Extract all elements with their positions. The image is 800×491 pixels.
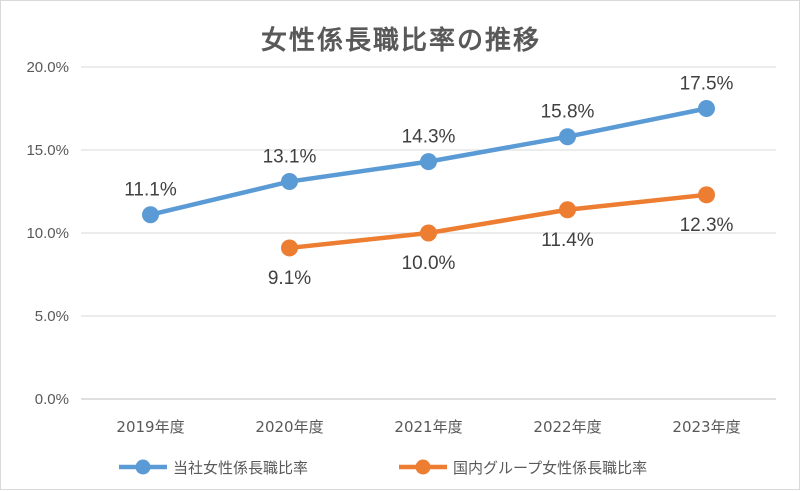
y-tick-label: 15.0% (26, 142, 69, 159)
x-tick-label: 2020年度 (255, 418, 323, 436)
legend-label: 国内グループ女性係長職比率 (453, 459, 647, 477)
series-2: 9.1% 10.0% 11.4% 12.3% (268, 186, 734, 289)
y-tick-label: 20.0% (26, 59, 69, 76)
data-label: 13.1% (263, 147, 317, 168)
data-point (281, 239, 298, 257)
data-label: 14.3% (402, 127, 456, 148)
data-label: 11.4% (541, 230, 594, 251)
data-point (281, 173, 298, 191)
data-point (559, 128, 576, 146)
data-label: 9.1% (268, 268, 311, 289)
data-label: 15.8% (541, 102, 595, 123)
series-line (287, 192, 709, 251)
x-axis-ticks: 2019年度 2020年度 2021年度 2022年度 2023年度 (116, 418, 740, 436)
x-tick-label: 2023年度 (672, 418, 740, 436)
y-tick-label: 0.0% (35, 391, 69, 408)
data-point (420, 224, 437, 242)
series-1: 11.1% 13.1% 14.3% 15.8% 17.5% (124, 74, 734, 224)
x-tick-label: 2021年度 (394, 418, 462, 436)
legend-marker (415, 459, 431, 475)
data-label: 17.5% (680, 74, 734, 95)
series-group: 11.1% 13.1% 14.3% 15.8% 17.5% 9.1% 10.0% 11.4% 1… (124, 74, 733, 289)
legend: 当社女性係長職比率 国内グループ女性係長職比率 (119, 459, 647, 477)
data-point (142, 206, 159, 224)
chart-title: 女性係長職比率の推移 (261, 25, 541, 56)
data-point (420, 153, 437, 171)
legend-label: 当社女性係長職比率 (173, 459, 308, 477)
legend-item-2: 国内グループ女性係長職比率 (399, 459, 647, 477)
data-point (698, 186, 715, 204)
y-axis-ticks: 0.0% 5.0% 10.0% 15.0% 20.0% (26, 59, 69, 408)
data-point (698, 100, 715, 117)
data-label: 10.0% (402, 253, 456, 274)
data-label: 11.1% (124, 180, 177, 201)
y-tick-label: 5.0% (35, 308, 69, 325)
x-tick-label: 2022年度 (533, 418, 601, 436)
data-label: 12.3% (680, 215, 734, 236)
x-tick-label: 2019年度 (116, 418, 184, 436)
legend-marker (135, 459, 151, 475)
data-point (559, 201, 576, 219)
y-tick-label: 10.0% (26, 225, 69, 242)
legend-item-1: 当社女性係長職比率 (119, 459, 308, 477)
